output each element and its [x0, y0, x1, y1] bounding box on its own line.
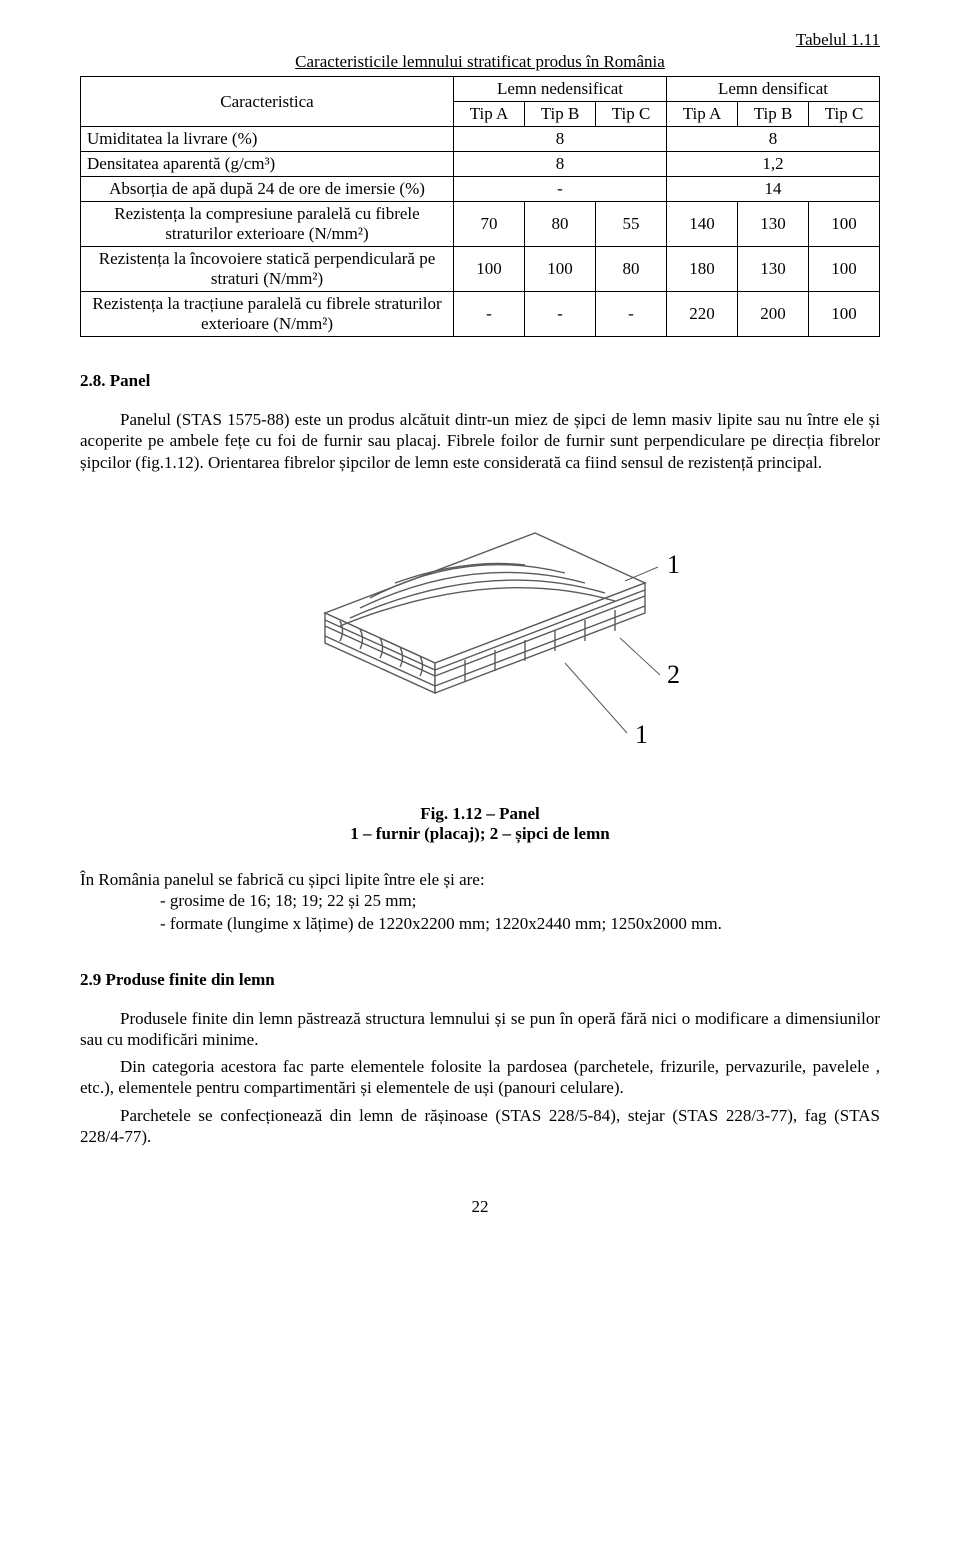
section-2-8-p1: Panelul (STAS 1575-88) este un produs al… — [80, 409, 880, 473]
cell: 8 — [454, 127, 667, 152]
row-label: Absorția de apă după 24 de ore de imersi… — [81, 177, 454, 202]
row-label: Rezistența la compresiune paralelă cu fi… — [81, 202, 454, 247]
cell: - — [525, 292, 596, 337]
table-caption: Caracteristicile lemnului stratificat pr… — [80, 52, 880, 72]
after-fig-intro: În România panelul se fabrică cu șipci l… — [80, 870, 880, 890]
figure-legend: 1 – furnir (placaj); 2 – șipci de lemn — [80, 824, 880, 844]
cell: - — [454, 177, 667, 202]
col-group-b: Lemn densificat — [667, 77, 880, 102]
section-2-9-head: 2.9 Produse finite din lemn — [80, 970, 880, 990]
cell: 70 — [454, 202, 525, 247]
characteristics-table: Caracteristica Lemn nedensificat Lemn de… — [80, 76, 880, 337]
bullet-1: - grosime de 16; 18; 19; 22 și 25 mm; — [160, 890, 880, 913]
col-a1: Tip A — [454, 102, 525, 127]
table-number: Tabelul 1.11 — [80, 30, 880, 50]
cell: 100 — [454, 247, 525, 292]
cell: 1,2 — [667, 152, 880, 177]
col-b1: Tip A — [667, 102, 738, 127]
cell: 100 — [809, 292, 880, 337]
cell: 130 — [738, 202, 809, 247]
row-label: Rezistența la tracțiune paralelă cu fibr… — [81, 292, 454, 337]
figure-1-12: 1 2 1 Fig. 1.12 – Panel 1 – furnir (plac… — [80, 503, 880, 844]
section-2-9-p1: Produsele finite din lemn păstrează stru… — [80, 1008, 880, 1051]
row-label: Umiditatea la livrare (%) — [81, 127, 454, 152]
col-a2: Tip B — [525, 102, 596, 127]
cell: - — [454, 292, 525, 337]
cell: 8 — [667, 127, 880, 152]
row-label: Densitatea aparentă (g/cm³) — [81, 152, 454, 177]
cell: 220 — [667, 292, 738, 337]
section-2-8-head: 2.8. Panel — [80, 371, 880, 391]
cell: 80 — [525, 202, 596, 247]
section-2-9-p3: Parchetele se confecționează din lemn de… — [80, 1105, 880, 1148]
fig-annot-2: 2 — [667, 660, 680, 689]
cell: 100 — [809, 247, 880, 292]
section-2-9-p2: Din categoria acestora fac parte element… — [80, 1056, 880, 1099]
cell: 80 — [596, 247, 667, 292]
cell: 55 — [596, 202, 667, 247]
page-number: 22 — [80, 1197, 880, 1217]
col-b3: Tip C — [809, 102, 880, 127]
row-label: Rezistența la încovoiere statică perpend… — [81, 247, 454, 292]
fig-annot-1-bottom: 1 — [635, 720, 648, 749]
figure-caption: Fig. 1.12 – Panel — [80, 804, 880, 824]
col-b2: Tip B — [738, 102, 809, 127]
cell: 14 — [667, 177, 880, 202]
cell: 8 — [454, 152, 667, 177]
col-group-a: Lemn nedensificat — [454, 77, 667, 102]
cell: 100 — [525, 247, 596, 292]
fig-annot-1-top: 1 — [667, 550, 680, 579]
cell: 100 — [809, 202, 880, 247]
cell: 130 — [738, 247, 809, 292]
cell: 140 — [667, 202, 738, 247]
cell: - — [596, 292, 667, 337]
col-characteristic: Caracteristica — [81, 77, 454, 127]
bullet-2: - formate (lungime x lățime) de 1220x220… — [160, 913, 880, 936]
col-a3: Tip C — [596, 102, 667, 127]
cell: 200 — [738, 292, 809, 337]
cell: 180 — [667, 247, 738, 292]
